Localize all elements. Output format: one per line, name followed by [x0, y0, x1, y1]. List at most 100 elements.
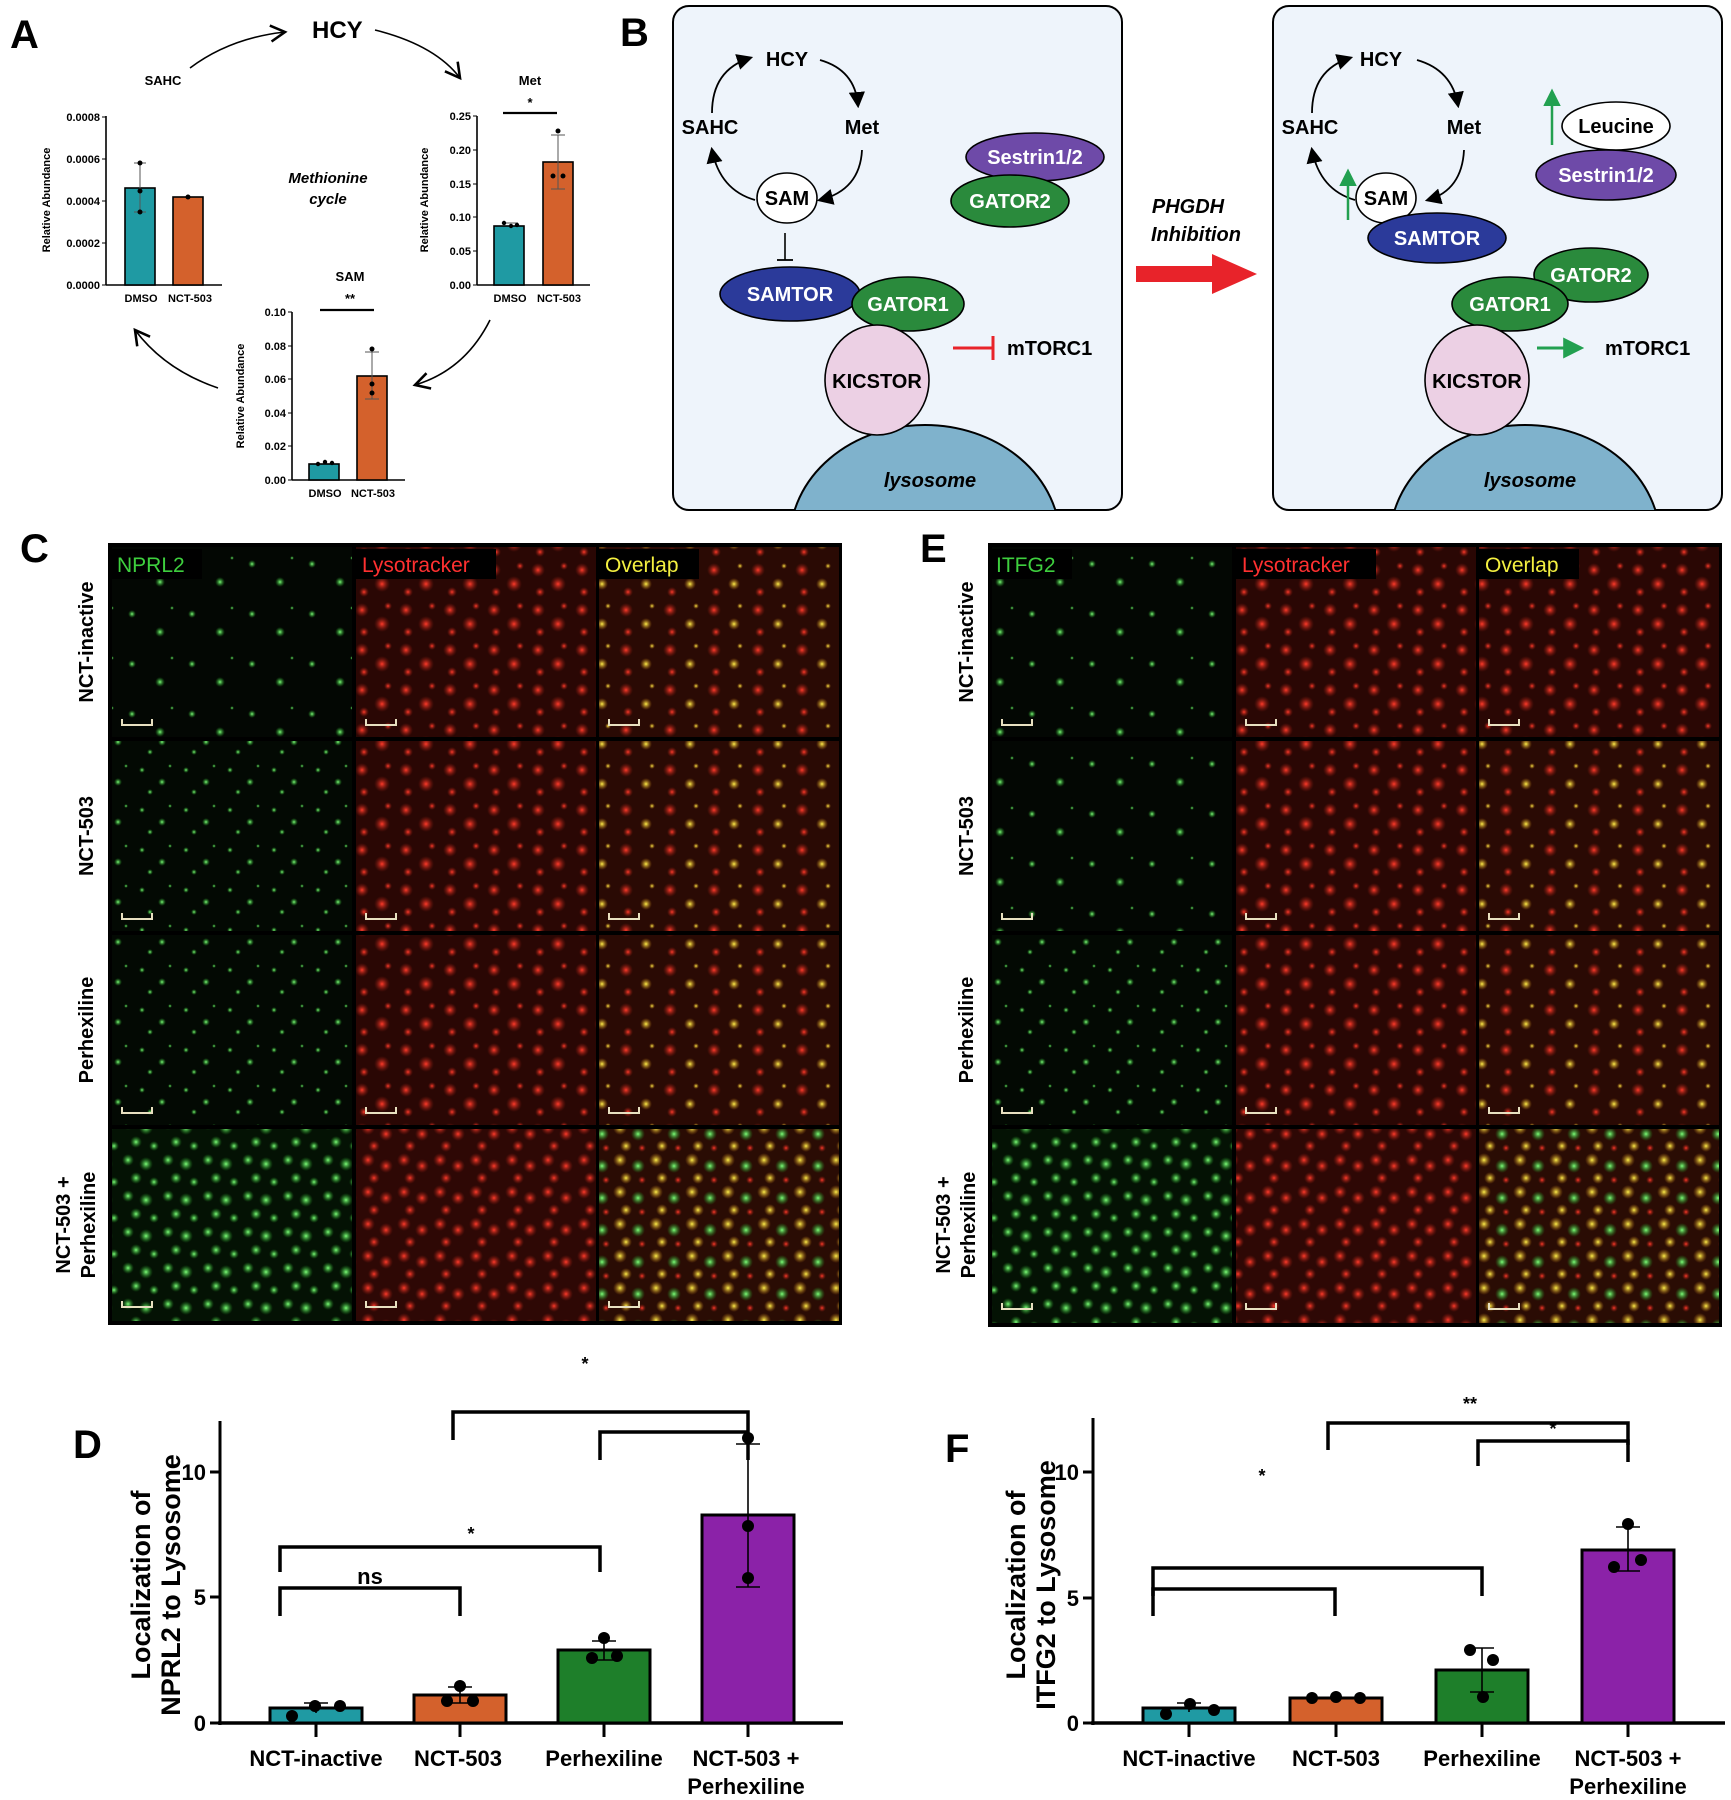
sestrin-label: Sestrin1/2	[987, 147, 1083, 169]
scale-bars	[121, 719, 640, 1308]
arrow-hcy-to-met	[374, 29, 462, 81]
tick: 0.0008	[66, 112, 100, 124]
kicstor-oval	[824, 324, 930, 436]
scale-bars	[1001, 719, 1520, 1310]
tick: 0.06	[265, 374, 286, 386]
channel-label-green: NPRL2	[117, 554, 185, 577]
transition-label-line2: Inhibition	[1151, 224, 1241, 246]
x-category: NCT-503	[168, 293, 212, 305]
x-category: DMSO	[125, 293, 158, 305]
tick: 0.15	[450, 179, 471, 191]
tick: 0.0006	[66, 154, 100, 166]
channel-label-red: Lysotracker	[362, 554, 470, 577]
x-category: NCT-503	[414, 1746, 502, 1771]
channel-label-red: Lysotracker	[1242, 554, 1350, 577]
x-category: Perhexiline	[687, 1774, 804, 1799]
red-arrow-icon	[1136, 254, 1257, 294]
panel-letter-a: A	[10, 13, 39, 57]
panel-letter-c: C	[20, 527, 49, 571]
tick: 10	[1055, 1460, 1079, 1485]
x-category: NCT-503	[537, 293, 581, 305]
tick: 0.08	[265, 341, 286, 353]
tick: 0	[194, 1711, 206, 1736]
tick: 0.02	[265, 441, 286, 453]
row-label: NCT-503	[956, 796, 978, 876]
panel-letter-e: E	[920, 527, 947, 571]
sestrin-label: Sestrin1/2	[1558, 165, 1654, 187]
sahc-label: SAHC	[682, 117, 739, 139]
panel-letter-f: F	[945, 1427, 969, 1471]
gator2-oval	[1533, 247, 1649, 303]
arrow-sahc-to-hcy	[189, 24, 288, 69]
x-category: Perhexiline	[545, 1746, 662, 1771]
x-category: Perhexiline	[1423, 1746, 1540, 1771]
mtorc1-label: mTORC1	[1605, 338, 1690, 360]
hcy-label: HCY	[312, 17, 363, 44]
significance-label: **	[1463, 1394, 1477, 1414]
sestrin-oval	[1535, 149, 1677, 201]
channel-label-overlap: Overlap	[1485, 554, 1559, 577]
gator1-oval	[851, 276, 965, 332]
panel-f: F Localization of ITFG2 to Lysosome 0 5 …	[945, 1394, 1725, 1799]
panel-e: E ITFG2 Lysotracker Overlap NCT-	[920, 527, 1722, 1327]
channel-label-overlap: Overlap	[605, 554, 679, 577]
row-label: NCT-503 +	[53, 1176, 75, 1273]
y-axis-label: Relative Abundance	[419, 148, 431, 253]
kicstor-label: KICSTOR	[832, 371, 922, 393]
lysosome-shape	[789, 424, 1061, 510]
x-category: NCT-503 +	[1575, 1746, 1682, 1771]
gator2-label: GATOR2	[1550, 265, 1632, 287]
chart-title: SAM	[336, 269, 365, 284]
y-axis-label: Relative Abundance	[235, 344, 247, 449]
y-axis-label-line2: NPRL2 to Lysosome	[156, 1454, 186, 1716]
data-points	[1160, 1518, 1647, 1720]
x-category: NCT-503	[1292, 1746, 1380, 1771]
tick: 5	[1067, 1586, 1079, 1611]
gator2-oval	[950, 174, 1070, 228]
y-axis-label: Relative Abundance	[41, 148, 53, 253]
significance-label: *	[1258, 1466, 1265, 1486]
tick: 0.00	[265, 475, 286, 487]
panel-letter-b: B	[620, 11, 649, 55]
gator2-label: GATOR2	[969, 191, 1051, 213]
row-label: NCT-503 +	[933, 1176, 955, 1273]
bar-dmso	[493, 225, 525, 286]
panel-d: D Localization of NPRL2 to Lysosome 0 5 …	[73, 1354, 843, 1799]
cycle-title-line2: cycle	[309, 191, 347, 208]
kicstor-oval	[1424, 324, 1530, 436]
sam-label: SAM	[1364, 188, 1408, 210]
chart-sahc: SAHC Relative Abundance 0.0000 0.0002 0.…	[41, 73, 222, 305]
row-label: Perhexiline	[958, 1172, 980, 1279]
significance-label: *	[581, 1354, 588, 1374]
row-label: Perhexiline	[78, 1172, 100, 1279]
significance-brackets	[278, 1410, 750, 1616]
chart-sam: SAM ** Relative Abundance 0.00 0.02 0.04…	[235, 269, 405, 500]
bar-combination	[700, 1513, 796, 1725]
tick: 0.25	[450, 111, 471, 123]
chart-title: Met	[519, 73, 542, 88]
tick: 0.05	[450, 246, 471, 258]
lysosome-label: lysosome	[884, 470, 976, 492]
panel-a: A HCY Methionine cycle SAHC Relative Abu…	[10, 13, 590, 500]
samtor-label: SAMTOR	[1394, 228, 1481, 250]
tick: 0.20	[450, 145, 471, 157]
row-label: Perhexiline	[76, 977, 98, 1084]
x-category: Perhexiline	[1569, 1774, 1686, 1799]
samtor-label: SAMTOR	[747, 284, 834, 306]
bar-nct503	[172, 196, 204, 286]
x-category: DMSO	[309, 488, 342, 500]
sam-oval	[756, 172, 818, 224]
bar-combination	[1580, 1548, 1676, 1725]
x-category: NCT-503 +	[693, 1746, 800, 1771]
x-category: DMSO	[494, 293, 527, 305]
chart-title: SAHC	[145, 73, 182, 88]
tick: 0	[1067, 1711, 1079, 1736]
gator1-label: GATOR1	[867, 294, 949, 316]
tick: 0.0004	[66, 196, 101, 208]
tick: 0.10	[450, 212, 471, 224]
tick: 0.0002	[66, 238, 100, 250]
sam-label: SAM	[765, 188, 809, 210]
significance-brackets	[1151, 1421, 1630, 1616]
samtor-oval	[1367, 212, 1507, 264]
tick: 0.00	[450, 280, 471, 292]
